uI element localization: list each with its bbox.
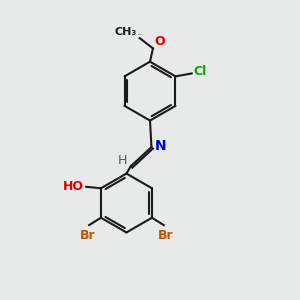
Text: Cl: Cl: [193, 65, 206, 79]
Text: CH₃: CH₃: [115, 27, 137, 37]
Text: O: O: [154, 34, 165, 47]
Text: Br: Br: [158, 229, 173, 242]
Text: N: N: [155, 139, 166, 153]
Text: Br: Br: [80, 229, 95, 242]
Text: H: H: [118, 154, 127, 167]
Text: methoxy: methoxy: [138, 34, 145, 35]
Text: HO: HO: [63, 180, 84, 193]
